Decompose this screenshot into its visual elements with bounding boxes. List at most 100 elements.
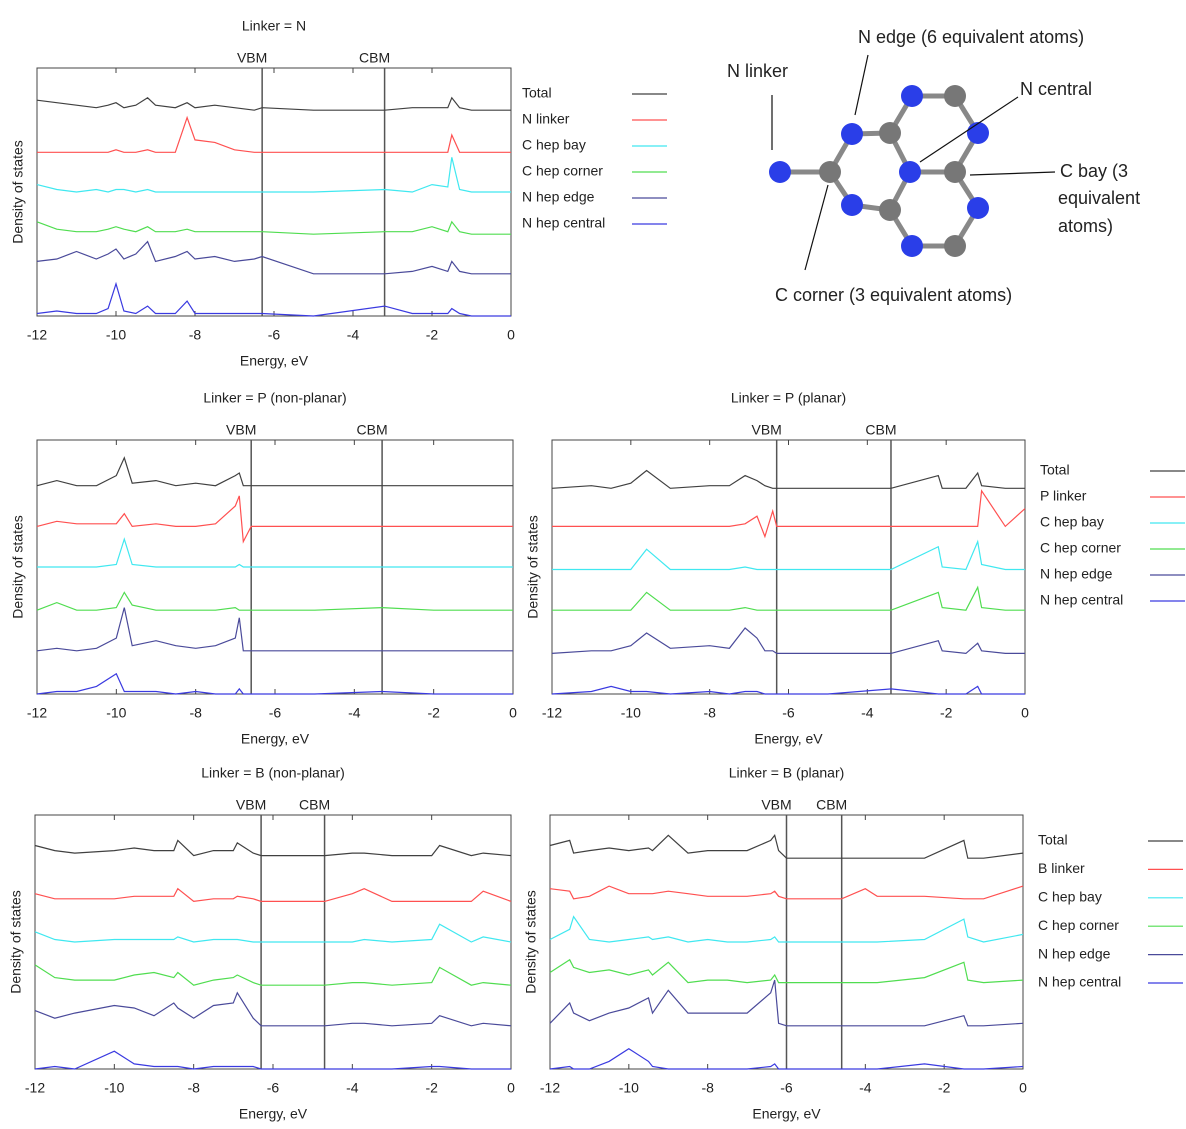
x-axis-label: Energy, eV	[241, 731, 310, 747]
dos-line	[552, 491, 1025, 537]
x-tick-label: -6	[782, 705, 795, 721]
dos-line	[37, 539, 513, 567]
x-tick-label: -2	[426, 327, 439, 343]
dos-line	[37, 242, 511, 274]
x-tick-label: -4	[346, 1080, 359, 1096]
dos-line	[35, 924, 511, 942]
chart-title: Linker = P (non-planar)	[203, 390, 346, 406]
dos-line	[552, 542, 1025, 570]
band-edge-label: VBM	[237, 50, 267, 66]
legend-label: N hep central	[1040, 592, 1123, 608]
legend-label: Total	[1040, 462, 1070, 478]
legend-label: N hep edge	[1040, 566, 1113, 582]
y-axis-label: Density of states	[10, 515, 26, 619]
chart-title: Linker = N	[242, 18, 306, 34]
dos-line	[37, 98, 511, 110]
band-edge-label: VBM	[752, 422, 782, 438]
dos-line	[37, 222, 511, 234]
legend-label: N hep edge	[522, 189, 595, 205]
label-c-corner: C corner (3 equivalent atoms)	[775, 285, 1012, 305]
legend-label: N hep central	[1038, 974, 1121, 990]
band-edge-label: CBM	[359, 50, 390, 66]
chart-title: Linker = B (non-planar)	[201, 765, 345, 781]
legend-label: C hep corner	[1040, 540, 1121, 556]
legend-label: C hep corner	[1038, 917, 1119, 933]
legend-label: N hep edge	[1038, 945, 1111, 961]
x-tick-label: -10	[621, 705, 641, 721]
label-n-central: N central	[1020, 79, 1092, 99]
label-n-linker: N linker	[727, 61, 788, 81]
legend-label: N linker	[522, 111, 570, 127]
x-tick-label: -10	[104, 1080, 124, 1096]
dos-line	[552, 628, 1025, 653]
x-tick-label: -10	[619, 1080, 639, 1096]
x-axis-label: Energy, eV	[752, 1106, 821, 1122]
x-tick-label: -4	[347, 327, 360, 343]
x-tick-label: -8	[189, 327, 202, 343]
label-c-bay: C bay (3	[1060, 161, 1128, 181]
band-edge-label: CBM	[299, 797, 330, 813]
label-c-bay: equivalent	[1058, 188, 1140, 208]
figure: N linker N edge (6 equivalent atoms) N c…	[0, 0, 1186, 1124]
plot-frame	[552, 440, 1025, 694]
legend-label: C hep bay	[522, 137, 586, 153]
band-edge-label: CBM	[357, 422, 388, 438]
x-tick-label: 0	[507, 1080, 515, 1096]
band-edge-label: CBM	[865, 422, 896, 438]
x-tick-label: -6	[780, 1080, 793, 1096]
x-tick-label: -8	[703, 705, 716, 721]
legend-label: P linker	[1040, 488, 1087, 504]
band-edge-label: VBM	[761, 797, 791, 813]
legend-label: C hep bay	[1040, 514, 1104, 530]
x-tick-label: -6	[267, 1080, 280, 1096]
legend-label: Total	[1038, 832, 1068, 848]
dos-line	[37, 118, 511, 153]
dos-line	[37, 458, 513, 486]
legend-label: C hep corner	[522, 163, 603, 179]
band-edge-label: VBM	[236, 797, 266, 813]
x-tick-label: -8	[701, 1080, 714, 1096]
dos-line	[37, 157, 511, 192]
x-tick-label: -8	[189, 705, 202, 721]
x-tick-label: -4	[861, 705, 874, 721]
label-c-bay: atoms)	[1058, 216, 1113, 236]
x-tick-label: -8	[187, 1080, 200, 1096]
dos-line	[35, 965, 511, 985]
band-edge-label: VBM	[226, 422, 256, 438]
legend-label: C hep bay	[1038, 889, 1102, 905]
x-tick-label: 0	[507, 327, 515, 343]
dos-line	[35, 993, 511, 1026]
x-tick-label: -12	[27, 327, 47, 343]
x-tick-label: -12	[542, 705, 562, 721]
legend-label: N hep central	[522, 215, 605, 231]
y-axis-label: Density of states	[525, 515, 541, 619]
x-tick-label: -6	[269, 705, 282, 721]
chart-title: Linker = B (planar)	[729, 765, 845, 781]
y-axis-label: Density of states	[10, 140, 26, 244]
dos-line	[35, 889, 511, 902]
dos-line	[552, 587, 1025, 610]
dos-line	[37, 608, 513, 651]
x-axis-label: Energy, eV	[240, 353, 309, 369]
legend-label: B linker	[1038, 860, 1085, 876]
x-tick-label: -6	[268, 327, 281, 343]
band-edge-label: CBM	[816, 797, 847, 813]
x-tick-label: -10	[106, 705, 126, 721]
x-tick-label: -4	[859, 1080, 872, 1096]
x-tick-label: -12	[27, 705, 47, 721]
x-tick-label: -12	[25, 1080, 45, 1096]
legend-label: Total	[522, 85, 552, 101]
x-axis-label: Energy, eV	[239, 1106, 308, 1122]
x-tick-label: -2	[940, 705, 953, 721]
x-tick-label: 0	[509, 705, 517, 721]
x-tick-label: -2	[425, 1080, 438, 1096]
dos-line	[37, 592, 513, 610]
x-tick-label: 0	[1021, 705, 1029, 721]
y-axis-label: Density of states	[8, 890, 24, 994]
dos-line	[552, 471, 1025, 489]
x-tick-label: 0	[1019, 1080, 1027, 1096]
x-tick-label: -2	[938, 1080, 951, 1096]
chart-title: Linker = P (planar)	[731, 390, 846, 406]
label-n-edge: N edge (6 equivalent atoms)	[858, 27, 1084, 47]
x-tick-label: -12	[540, 1080, 560, 1096]
